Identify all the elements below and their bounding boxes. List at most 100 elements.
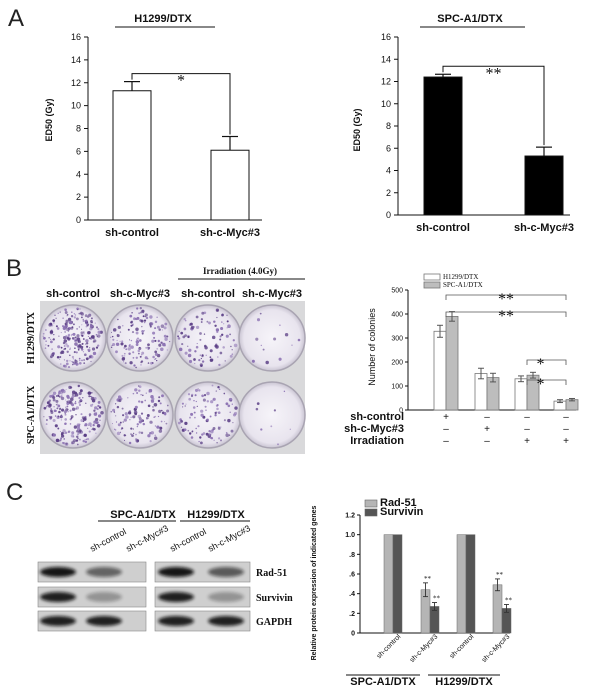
- colony-dot: [83, 362, 86, 364]
- significance-mark: **: [433, 595, 441, 603]
- colony-dot: [43, 416, 45, 418]
- colony-dot: [85, 402, 87, 404]
- colony-dot: [76, 433, 80, 436]
- colony-dot: [72, 323, 75, 326]
- colony-dot: [255, 337, 259, 341]
- colony-dot: [125, 415, 129, 419]
- colony-dot: [147, 417, 150, 419]
- colony-dot: [79, 399, 83, 402]
- significance-bracket: [445, 294, 567, 300]
- colony-dot: [97, 344, 100, 347]
- colony-dot: [136, 337, 140, 340]
- blot-band: [158, 567, 194, 577]
- colony-dot: [134, 388, 138, 392]
- chart-a-h1299-title: H1299/DTX: [134, 13, 192, 25]
- bar: [433, 330, 447, 411]
- colony-dot: [87, 348, 91, 352]
- colony-dot: [45, 340, 47, 342]
- colony-dot: [135, 339, 140, 344]
- bar: [456, 534, 467, 634]
- colony-dot: [154, 425, 156, 427]
- colony-dot: [141, 354, 143, 356]
- colony-dot: [65, 442, 68, 445]
- chart-b-bars: [433, 311, 579, 411]
- colony-dot: [232, 339, 235, 342]
- blot-band: [208, 567, 244, 577]
- y-tick-label: .2: [349, 611, 355, 618]
- colony-dot: [213, 439, 215, 441]
- colony-dot: [83, 331, 85, 333]
- colony-dot: [153, 416, 156, 419]
- colony-dot: [213, 320, 216, 323]
- bar: [514, 378, 528, 411]
- colony-dot: [197, 388, 199, 390]
- colony-dot: [217, 427, 221, 430]
- colony-dot: [74, 336, 77, 339]
- chart-c-xtick-labels: sh-control sh-c-Myc#3 sh-control sh-c-Myc#3: [376, 633, 512, 664]
- colony-dot: [82, 420, 85, 423]
- colony-dot: [203, 344, 207, 348]
- category-label: sh-c-Myc#3: [200, 227, 260, 239]
- blot-row-label: Survivin: [256, 593, 293, 604]
- colony-dot: [255, 407, 259, 411]
- colony-dot: [63, 432, 65, 435]
- chart-a-spca1-title: SPC-A1/DTX: [437, 13, 503, 25]
- colony-dot: [65, 406, 67, 408]
- colony-dot: [211, 335, 216, 340]
- colony-dot: [128, 343, 131, 346]
- chart-a-spca1-ylabel: ED50 (Gy): [352, 108, 362, 151]
- colony-dot: [163, 326, 167, 330]
- colony-dot: [140, 364, 142, 366]
- colony-dot: [190, 325, 195, 330]
- colony-dot: [216, 316, 218, 319]
- colony-dot: [85, 343, 87, 345]
- y-tick-label: 200: [391, 360, 403, 367]
- colony-dot: [97, 334, 101, 338]
- group-label: H1299/DTX: [435, 676, 493, 686]
- colony-dot: [62, 317, 64, 320]
- colony-dot: [50, 409, 53, 413]
- colony-dot: [69, 348, 71, 351]
- colony-dot: [65, 359, 69, 363]
- colony-dot: [87, 427, 89, 429]
- colony-dot: [183, 317, 186, 321]
- colony-dot: [122, 325, 124, 327]
- colony-dot: [124, 344, 127, 348]
- colony-dot: [123, 434, 126, 437]
- colony-dot: [260, 428, 263, 431]
- colony-dot: [187, 335, 190, 339]
- colony-dot: [45, 418, 48, 422]
- colony-dot: [210, 430, 214, 434]
- y-tick-label: 16: [71, 32, 81, 42]
- colony-dot: [71, 393, 75, 396]
- colony-dot: [256, 402, 260, 405]
- colony-dot: [198, 440, 200, 443]
- colony-dot: [62, 325, 64, 328]
- colony-dot: [51, 348, 53, 350]
- colony-dot: [151, 339, 155, 343]
- colony-dot: [97, 400, 101, 404]
- colony-dot: [132, 428, 134, 430]
- colony-dot: [76, 423, 80, 427]
- chart-a-spca1: SPC-A1/DTX ED50 (Gy) 0 2 4 6 8 10 12 14 16 sh-co…: [352, 13, 574, 234]
- colony-dot: [85, 339, 89, 343]
- colony-dot: [160, 347, 164, 352]
- colony-dot: [111, 331, 112, 333]
- colony-dot: [79, 429, 82, 433]
- colony-dot: [225, 402, 229, 406]
- colony-dot: [142, 315, 145, 318]
- colony-dot: [218, 363, 221, 367]
- colony-dot: [92, 340, 95, 343]
- colony-dot: [70, 415, 74, 419]
- blot-lane-label: sh-c-Myc#3: [124, 523, 170, 554]
- colony-dot: [77, 339, 81, 344]
- colony-dot: [71, 355, 75, 359]
- colony-dot: [75, 406, 80, 410]
- colony-dot: [184, 351, 188, 355]
- colony-dot: [138, 352, 140, 355]
- condition-sign: –: [484, 412, 490, 423]
- legend-label: Rad-51: [380, 497, 417, 509]
- colony-dot: [223, 392, 226, 395]
- blot-band: [86, 616, 122, 626]
- colony-dot: [86, 342, 89, 345]
